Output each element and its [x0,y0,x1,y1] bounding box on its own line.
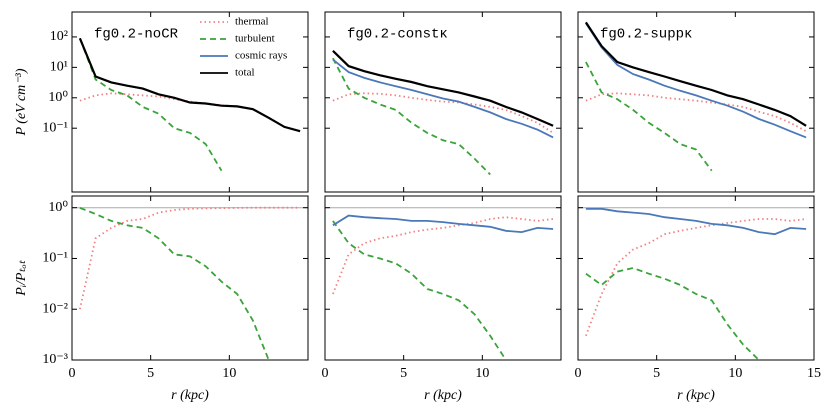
y-tick-label: 10⁻² [42,301,68,316]
series-line [584,21,807,127]
panel-title: fg0.2-constκ [347,27,448,43]
legend-label: thermal [235,16,269,28]
series-line [79,37,223,172]
plot-frame [71,195,309,361]
series-line [79,92,301,133]
series-line [585,218,807,337]
series-line [332,58,554,139]
series-line [332,214,554,234]
x-tick-label: 5 [400,366,407,381]
series-line [79,206,301,310]
series-line [79,207,270,360]
series-line [585,267,760,360]
plot-frame [324,195,562,361]
series-line [78,37,301,133]
x-tick-label: 15 [807,366,821,381]
plot-frame [71,11,309,193]
series-line [585,22,807,139]
panel-title: fg0.2-suppκ [600,27,692,43]
x-tick-label: 10 [222,366,236,381]
y-tick-label: 10⁻³ [42,352,68,367]
x-tick-label: 0 [575,366,582,381]
y-tick-label: 10⁰ [48,90,68,105]
plot-frame [324,11,562,193]
x-tick-label: 5 [147,366,154,381]
y-tick-label: 10² [50,29,68,44]
x-tick-label: 10 [475,366,489,381]
y-tick-label: 10¹ [50,60,68,75]
x-axis-label: r (kpc) [424,388,462,403]
x-tick-label: 5 [653,366,660,381]
series-line [585,92,807,132]
series-line [332,50,554,127]
series-line [332,216,554,295]
y-tick-label: 10⁻¹ [42,120,68,135]
y-axis-label: Pᵢ/Pₜₒₜ [14,259,29,296]
series-line [332,57,491,176]
x-tick-label: 0 [322,366,329,381]
legend-label: turbulent [235,33,275,45]
x-axis-label: r (kpc) [171,388,209,403]
series-line [585,207,807,236]
y-tick-label: 10⁰ [48,200,68,215]
y-axis-label: P (eV cm⁻³) [14,68,29,136]
y-tick-label: 10⁻¹ [42,251,68,266]
x-tick-label: 10 [728,366,742,381]
x-axis-label: r (kpc) [677,388,715,403]
plot-frame [577,11,815,193]
legend-label: cosmic rays [235,50,287,62]
legend-label: total [235,67,255,79]
plot-frame [577,195,815,361]
x-tick-label: 0 [69,366,76,381]
panel-title: fg0.2-noCR [94,27,179,43]
series-line [332,220,507,360]
series-line [585,61,713,172]
